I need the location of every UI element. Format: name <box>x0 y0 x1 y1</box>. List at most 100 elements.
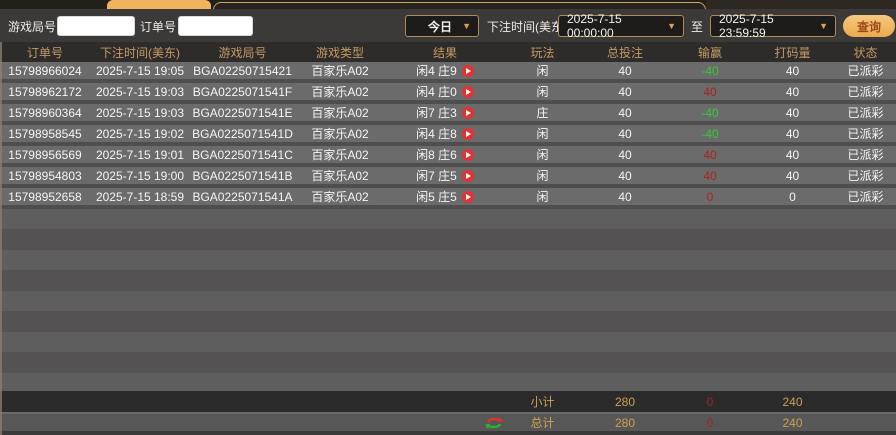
bet-time-label: 下注时间(美东) <box>487 20 567 34</box>
subtotal-bet: 280 <box>614 394 636 409</box>
cell-status: 已派彩 <box>847 190 884 204</box>
col-header-bet-time: 下注时间(美东) <box>100 45 180 60</box>
play-icon[interactable] <box>461 190 474 203</box>
cell-round-no: BGA0225071541C <box>192 147 293 162</box>
play-icon[interactable] <box>461 127 474 140</box>
cell-bet-time: 2025-7-15 19:05 <box>95 63 185 78</box>
cell-game-type: 百家乐A02 <box>311 169 369 183</box>
table-row[interactable]: 15798956569 2025-7-15 19:01 BGA022507154… <box>0 146 896 167</box>
cell-status: 已派彩 <box>847 148 884 162</box>
cell-total-bet: 40 <box>618 126 632 141</box>
cell-play: 闲 <box>536 64 549 78</box>
cell-order-no: 15798960364 <box>8 105 82 120</box>
cell-order-no: 15798956569 <box>8 147 82 162</box>
cell-turnover: 40 <box>785 168 800 183</box>
game-round-label: 游戏局号 <box>8 20 57 34</box>
date-range-selected: 今日 <box>428 19 453 34</box>
play-icon[interactable] <box>461 85 474 98</box>
date-from-value: 2025-7-15 00:00:00 <box>567 12 622 40</box>
cell-play: 闲 <box>536 127 549 141</box>
bet-records-table: 订单号 下注时间(美东) 游戏局号 游戏类型 结果 玩法 总投注 输赢 打码量 … <box>0 42 896 431</box>
cell-win-loss: 40 <box>703 147 717 162</box>
cell-win-loss: -40 <box>701 105 719 120</box>
cell-result: 闲4 庄0 <box>385 83 505 100</box>
cell-bet-time: 2025-7-15 19:02 <box>95 126 185 141</box>
subtotal-row: 小计 280 0 240 <box>0 391 896 412</box>
table-row[interactable]: 15798958545 2025-7-15 19:02 BGA022507154… <box>0 125 896 146</box>
cell-turnover: 40 <box>785 126 800 141</box>
cell-game-type: 百家乐A02 <box>311 127 369 141</box>
table-header-row: 订单号 下注时间(美东) 游戏局号 游戏类型 结果 玩法 总投注 输赢 打码量 … <box>0 42 896 62</box>
cell-status: 已派彩 <box>847 64 884 78</box>
cell-result: 闲5 庄5 <box>385 188 505 205</box>
col-header-order-no: 订单号 <box>26 45 63 60</box>
cell-turnover: 40 <box>785 147 800 162</box>
table-row[interactable]: 15798962172 2025-7-15 19:03 BGA022507154… <box>0 83 896 104</box>
cell-order-no: 15798966024 <box>8 63 82 78</box>
order-no-input[interactable] <box>178 16 253 36</box>
date-range-select[interactable]: 今日 ▼ <box>405 15 479 37</box>
subtotal-label: 小计 <box>530 395 555 409</box>
summary-divider <box>0 412 896 414</box>
table-row[interactable]: 15798952658 2025-7-15 18:59 BGA022507154… <box>0 188 896 209</box>
cell-status: 已派彩 <box>847 127 884 141</box>
cell-total-bet: 40 <box>618 84 632 99</box>
date-to-value: 2025-7-15 23:59:59 <box>719 12 774 40</box>
cell-game-type: 百家乐A02 <box>311 64 369 78</box>
cell-play: 闲 <box>536 148 549 162</box>
result-text: 闲7 庄3 <box>416 106 457 120</box>
cell-total-bet: 40 <box>618 105 632 120</box>
refresh-icon[interactable] <box>485 416 503 430</box>
cell-status: 已派彩 <box>847 106 884 120</box>
cell-game-type: 百家乐A02 <box>311 190 369 204</box>
cell-turnover: 40 <box>785 63 800 78</box>
table-body: 15798966024 2025-7-15 19:05 BGA022507154… <box>0 62 896 209</box>
cell-win-loss: 40 <box>703 168 717 183</box>
cell-total-bet: 40 <box>618 189 632 204</box>
col-header-round-no: 游戏局号 <box>218 45 267 60</box>
cell-order-no: 15798954803 <box>8 168 82 183</box>
play-icon[interactable] <box>461 148 474 161</box>
left-edge-strip <box>0 42 2 435</box>
play-icon[interactable] <box>461 106 474 119</box>
cell-win-loss: 40 <box>703 84 717 99</box>
date-to-select[interactable]: 2025-7-15 23:59:59 ▼ <box>710 12 836 40</box>
grand-total-row: 总计 280 0 240 <box>0 414 896 431</box>
col-header-total-bet: 总投注 <box>606 45 643 60</box>
cell-round-no: BGA0225071541E <box>192 105 293 120</box>
cell-game-type: 百家乐A02 <box>311 148 369 162</box>
chevron-down-icon: ▼ <box>667 21 676 31</box>
cell-win-loss: 0 <box>706 189 714 204</box>
cell-status: 已派彩 <box>847 169 884 183</box>
to-label: 至 <box>691 20 704 34</box>
cell-game-type: 百家乐A02 <box>311 85 369 99</box>
cell-play: 庄 <box>536 106 549 120</box>
game-round-input[interactable] <box>57 16 135 36</box>
cell-win-loss: -40 <box>701 63 719 78</box>
active-tab-partial[interactable] <box>107 0 211 9</box>
subtotal-win-loss: 0 <box>706 394 714 409</box>
table-row[interactable]: 15798954803 2025-7-15 19:00 BGA022507154… <box>0 167 896 188</box>
tab-strip-shade <box>706 0 896 9</box>
cell-bet-time: 2025-7-15 19:03 <box>95 84 185 99</box>
table-row[interactable]: 15798960364 2025-7-15 19:03 BGA022507154… <box>0 104 896 125</box>
play-icon[interactable] <box>461 64 474 77</box>
date-from-select[interactable]: 2025-7-15 00:00:00 ▼ <box>558 12 684 40</box>
cell-result: 闲4 庄8 <box>385 125 505 142</box>
cell-result: 闲7 庄5 <box>385 167 505 184</box>
cell-play: 闲 <box>536 169 549 183</box>
table-row[interactable]: 15798966024 2025-7-15 19:05 BGA022507154… <box>0 62 896 83</box>
cell-play: 闲 <box>536 85 549 99</box>
cell-turnover: 40 <box>785 84 800 99</box>
grand-total-win-loss: 0 <box>706 415 714 430</box>
query-button[interactable]: 查询 <box>843 15 895 37</box>
play-icon[interactable] <box>461 169 474 182</box>
cell-total-bet: 40 <box>618 168 632 183</box>
cell-result: 闲4 庄9 <box>385 62 505 79</box>
cell-result: 闲8 庄6 <box>385 146 505 163</box>
grand-total-label: 总计 <box>530 416 555 430</box>
cell-bet-time: 2025-7-15 18:59 <box>95 189 185 204</box>
cell-total-bet: 40 <box>618 63 632 78</box>
cell-total-bet: 40 <box>618 147 632 162</box>
